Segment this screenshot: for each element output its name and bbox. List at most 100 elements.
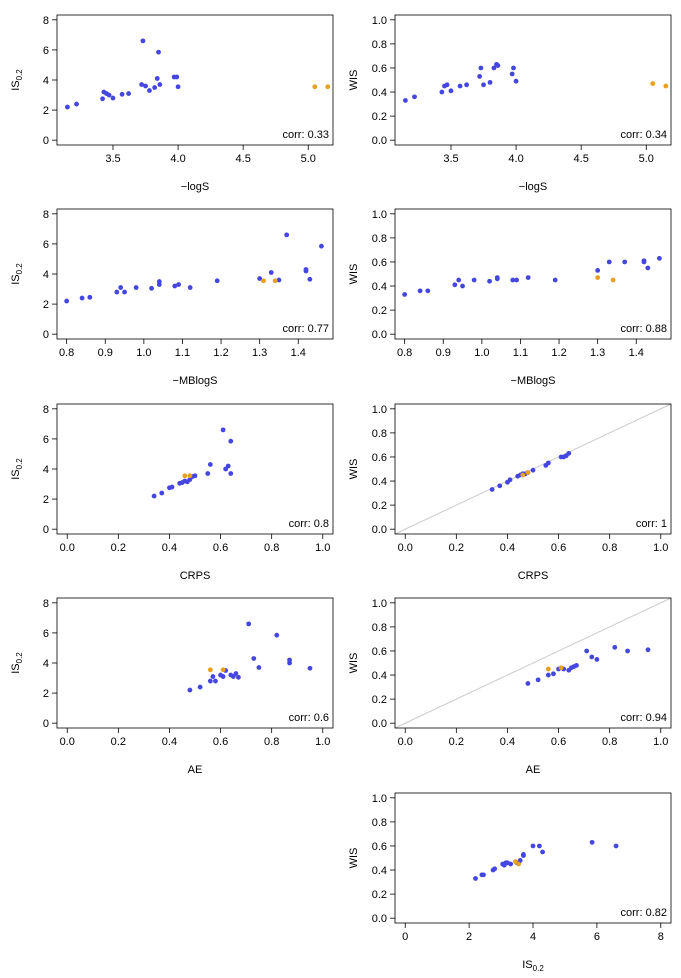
y-tick-label: 0.2 (372, 305, 387, 317)
y-tick-label: 4 (43, 75, 49, 87)
x-tick-label: 1.2 (551, 347, 566, 359)
plot-box (394, 597, 672, 729)
x-tick-label: 0.4 (162, 542, 177, 554)
x-axis-label: AE (526, 764, 541, 776)
annotation: corr: 0.94 (621, 712, 667, 724)
y-axis-label-main: IS (10, 663, 22, 673)
point (584, 648, 590, 654)
point (625, 648, 630, 654)
point (139, 82, 145, 87)
y-tick-label: 8 (43, 209, 49, 221)
y-axis-label: WIS (348, 264, 360, 285)
x-tick-label: 0.9 (436, 347, 451, 359)
annotation: corr: 0.33 (283, 129, 329, 141)
x-tick-label: 0.8 (59, 347, 74, 359)
point (143, 83, 148, 89)
y-axis-label-sub: 0.2 (15, 263, 24, 275)
y-tick-label: 0.8 (372, 428, 387, 440)
point (110, 95, 116, 101)
point (525, 681, 531, 686)
point (118, 285, 124, 290)
annotation: corr: 0.88 (621, 323, 667, 335)
point (610, 277, 616, 283)
point (530, 467, 536, 473)
x-tick-label: 0.8 (397, 347, 412, 359)
point (489, 487, 495, 492)
y-tick-label: 8 (43, 15, 49, 27)
point (517, 858, 523, 863)
y-tick-label: 8 (43, 598, 49, 610)
point (257, 276, 263, 281)
y-tick-label: 0.4 (372, 87, 387, 99)
point (457, 83, 463, 89)
y-tick-label: 0.0 (372, 524, 387, 536)
y-tick-label: 2 (43, 688, 49, 700)
point (274, 632, 280, 638)
point (566, 450, 572, 456)
x-tick-label: 0.8 (602, 542, 617, 554)
x-tick-label: 0.9 (98, 347, 113, 359)
point (487, 80, 493, 85)
point (261, 278, 266, 284)
point (444, 82, 450, 88)
y-tick-label: 0.2 (372, 500, 387, 512)
point (276, 277, 282, 283)
x-axis-label: CRPS (518, 570, 549, 582)
point (268, 270, 274, 275)
y-tick-label: 8 (43, 404, 49, 416)
point (589, 654, 595, 660)
x-tick-label: 1.3 (590, 347, 605, 359)
y-tick-label: 0 (43, 718, 49, 730)
point (106, 92, 112, 98)
x-tick-label: 0.8 (264, 736, 279, 748)
x-tick-label: 4.0 (170, 153, 185, 165)
x-axis-label: CRPS (180, 570, 211, 582)
point (412, 94, 417, 100)
x-axis-label-sub: 0.2 (533, 964, 545, 973)
point (439, 89, 445, 95)
y-tick-label: 6 (43, 239, 49, 251)
point (425, 288, 431, 294)
point (307, 276, 313, 282)
x-tick-label: 8 (658, 931, 664, 943)
x-tick-label: 1.0 (653, 736, 668, 748)
point (622, 259, 628, 265)
point (525, 470, 531, 476)
y-axis-label-main: IS (10, 274, 22, 284)
y-tick-label: 2 (43, 105, 49, 117)
point (176, 282, 181, 287)
y-axis-label: IS0.2 (10, 69, 24, 91)
x-axis-label: IS0.2 (522, 959, 544, 973)
point (312, 84, 318, 90)
y-tick-label: 0.6 (372, 257, 387, 269)
point (521, 853, 526, 858)
point (220, 674, 226, 679)
point (147, 88, 152, 93)
point (114, 289, 120, 295)
point (508, 861, 514, 867)
point (182, 473, 188, 479)
point (287, 660, 292, 666)
point (210, 674, 216, 679)
point (520, 472, 526, 478)
x-tick-label: 0.2 (449, 542, 464, 554)
x-axis-label: −MBlogS (173, 375, 218, 387)
annotation: corr: 0.6 (289, 712, 329, 724)
point (574, 663, 579, 668)
y-axis-label-sub: 0.2 (15, 458, 24, 470)
x-tick-label: 0 (402, 931, 408, 943)
point (207, 678, 213, 684)
x-tick-label: 3.5 (443, 153, 458, 165)
point (650, 81, 656, 87)
x-tick-label: 1.0 (315, 542, 330, 554)
point (187, 473, 193, 479)
x-tick-label: 0.6 (213, 542, 228, 554)
y-tick-label: 0.4 (372, 865, 387, 877)
x-tick-label: 6 (594, 931, 600, 943)
point (325, 84, 331, 90)
point (473, 876, 478, 881)
point (514, 277, 519, 283)
point (657, 255, 662, 261)
y-axis-label-main: IS (10, 469, 22, 479)
point (536, 843, 542, 849)
